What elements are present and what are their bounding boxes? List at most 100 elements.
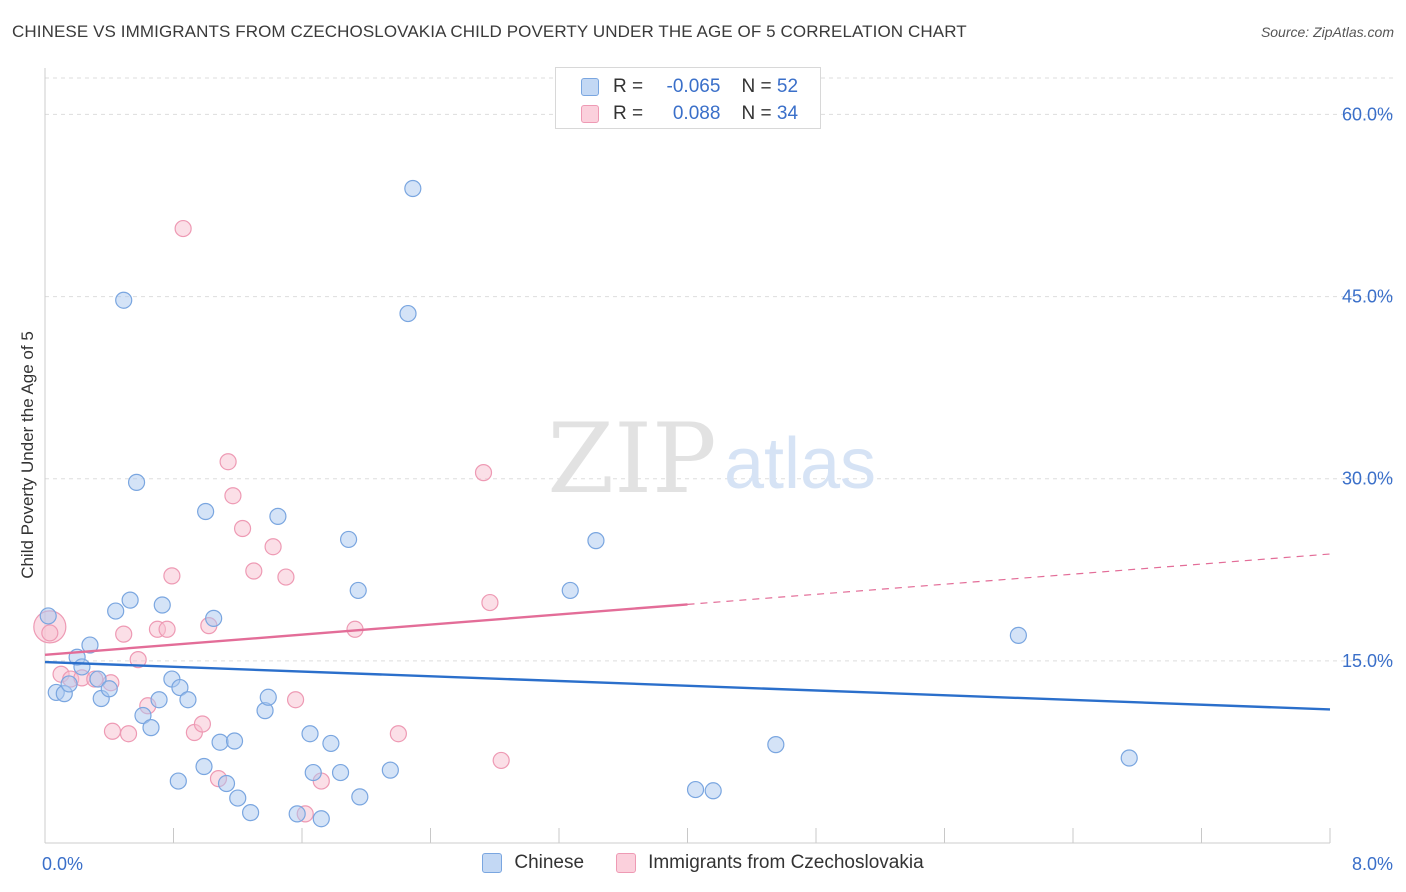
czechoslovakia-point — [115, 625, 133, 643]
chinese-point — [153, 596, 171, 614]
czechoslovakia-point — [158, 620, 176, 638]
y-axis-label: Child Poverty Under the Age of 5 — [18, 331, 37, 579]
chinese-point — [1009, 626, 1027, 644]
czechoslovakia-point — [219, 453, 237, 471]
y-tick-label: 60.0% — [1342, 104, 1393, 124]
czechoslovakia-point — [481, 593, 499, 612]
chinese-point — [304, 763, 322, 782]
chinese-point — [179, 691, 197, 709]
legend-row-czechoslovakia: R = 0.088 N = 34 — [581, 101, 798, 127]
czechoslovakia-point — [264, 538, 282, 556]
czechoslovakia-point — [103, 722, 122, 740]
x-tick-label: 0.0% — [42, 854, 83, 874]
series-legend-label: Immigrants from Czechoslovakia — [648, 852, 924, 873]
chinese-point — [211, 733, 229, 751]
trend-line-chinese — [44, 660, 1331, 711]
chinese-point — [115, 291, 133, 309]
chinese-point — [81, 636, 99, 654]
series-legend-label: Chinese — [514, 852, 585, 873]
legend-n-label: N = — [741, 103, 772, 124]
czechoslovakia-point — [174, 219, 192, 238]
legend-n-value: 34 — [776, 103, 799, 124]
chinese-point — [73, 658, 91, 676]
chinese-point — [150, 691, 168, 709]
czechoslovakia-point — [193, 715, 212, 733]
tick-label-layer: 15.0% 30.0% 45.0% 60.0% 0.0% 8.0% — [42, 104, 1393, 874]
chinese-point — [127, 473, 146, 491]
source-credit: Source: ZipAtlas.com — [1260, 24, 1394, 40]
series-swatch-pink — [616, 853, 637, 873]
chinese-point — [107, 602, 125, 620]
chinese-point — [229, 789, 247, 807]
czechoslovakia-point — [233, 519, 252, 538]
chinese-point — [195, 757, 213, 776]
legend-swatch-pink — [581, 105, 599, 123]
czechoslovakia-point — [277, 568, 295, 586]
chinese-point — [89, 670, 107, 688]
axis-layer — [44, 68, 1330, 844]
chinese-point — [269, 507, 287, 525]
legend-r-value: -0.065 — [666, 76, 721, 97]
chinese-point — [561, 581, 579, 600]
chinese-point — [169, 772, 187, 790]
chinese-point — [301, 725, 319, 743]
chinese-point — [704, 782, 722, 800]
watermark-zip: ZIP — [547, 403, 716, 515]
series-swatch-blue — [482, 853, 503, 873]
czechoslovakia-point — [119, 725, 138, 743]
legend-r-label: R = — [613, 103, 644, 124]
chinese-point — [242, 804, 260, 822]
legend-swatch-blue — [581, 78, 599, 96]
chinese-point — [312, 810, 330, 828]
legend-r-label: R = — [613, 76, 644, 97]
legend-row-chinese: R = -0.065 N = 52 — [581, 74, 798, 100]
czechoslovakia-point — [224, 487, 242, 505]
chinese-point — [351, 788, 369, 806]
watermark-atlas: atlas — [724, 424, 876, 504]
chinese-point — [197, 502, 215, 521]
chinese-point — [121, 591, 139, 609]
czechoslovakia-point — [286, 691, 305, 709]
chinese-point — [60, 675, 78, 693]
czechoslovakia-point — [245, 562, 263, 580]
chinese-point — [171, 678, 189, 697]
chinese-point — [322, 734, 340, 753]
pink-points — [33, 219, 510, 823]
correlation-legend: R = -0.065 N = 52 R = 0.088 N = 34 — [555, 67, 821, 129]
chinese-point — [587, 532, 605, 550]
grid-layer — [44, 77, 1395, 843]
series-legend-czechoslovakia: Immigrants from Czechoslovakia — [616, 852, 924, 874]
chinese-point — [399, 304, 417, 323]
chinese-point — [404, 179, 422, 198]
chinese-point — [134, 706, 152, 725]
chinese-point — [288, 805, 306, 823]
chinese-point — [142, 719, 160, 737]
trend-line-czechoslovakia-extension — [687, 553, 1331, 605]
czechoslovakia-point — [129, 651, 147, 669]
chinese-point — [225, 732, 244, 750]
watermark: ZIP atlas — [547, 403, 876, 515]
chinese-point — [331, 763, 350, 782]
chinese-point — [259, 688, 277, 706]
chinese-point — [767, 736, 785, 754]
blue-points — [39, 179, 1138, 828]
czechoslovakia-point — [492, 751, 510, 770]
chinese-point — [1120, 749, 1138, 767]
chart-title: CHINESE VS IMMIGRANTS FROM CZECHOSLOVAKI… — [12, 22, 967, 41]
series-legend: Chinese Immigrants from Czechoslovakia — [0, 852, 1406, 874]
legend-r-value: 0.088 — [672, 103, 721, 124]
czechoslovakia-point — [163, 567, 181, 585]
chinese-point — [217, 774, 236, 793]
y-tick-label: 30.0% — [1342, 469, 1393, 489]
chinese-point — [100, 680, 118, 698]
chinese-point — [39, 607, 57, 625]
chinese-point — [205, 609, 223, 627]
czechoslovakia-point — [41, 624, 59, 642]
y-tick-label: 15.0% — [1342, 651, 1393, 671]
legend-n-label: N = — [741, 76, 772, 97]
trend-layer — [44, 553, 1331, 711]
chinese-point — [381, 761, 399, 779]
series-legend-chinese: Chinese — [482, 852, 584, 874]
trend-line-czechoslovakia — [44, 603, 688, 656]
